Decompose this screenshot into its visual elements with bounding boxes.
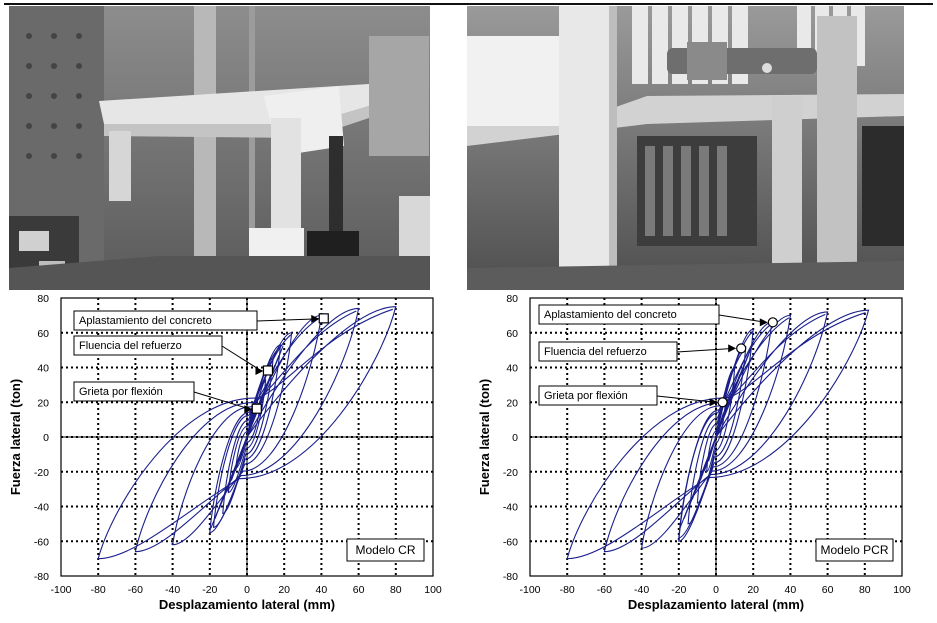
marker-square (318, 313, 329, 324)
x-axis-title: Desplazamiento lateral (mm) (159, 597, 335, 612)
annotation-leader (676, 347, 735, 353)
photo-left (9, 6, 430, 290)
x-axis-title: Desplazamiento lateral (mm) (628, 597, 804, 612)
x-tick-label: 20 (278, 584, 290, 596)
hysteresis-chart-left: -100 -80 -60 -40 -20 0 20 40 60 80 100 80 60 40 20 0 -20… (0, 290, 468, 623)
annotation-label: Fluencia del refuerzo (79, 340, 182, 352)
x-tick-label: -80 (560, 584, 575, 596)
x-tick-label: -40 (634, 584, 649, 596)
x-tick-label: -40 (165, 584, 180, 596)
marker-circle (767, 317, 778, 328)
model-label: Modelo PCR (820, 543, 888, 557)
y-tick-label: 80 (506, 293, 518, 305)
top-rule (4, 3, 933, 5)
marker-square (262, 365, 274, 376)
x-tick-label: 40 (785, 584, 797, 596)
annotation-box (538, 304, 720, 325)
x-tick-label: -20 (202, 584, 217, 596)
annotation-label: Aplastamiento del concreto (79, 315, 212, 327)
annotation-leader (256, 318, 318, 322)
y-tick-label: -80 (503, 571, 518, 583)
annotation-box (73, 381, 195, 402)
annotation-label: Grieta por flexión (544, 390, 628, 402)
x-tick-label: 40 (316, 584, 328, 596)
hysteresis-loop (134, 307, 360, 553)
y-tick-label: 40 (37, 363, 49, 375)
y-tick-label: 60 (506, 328, 518, 340)
x-tick-label: -60 (128, 584, 143, 596)
annotation-box (73, 335, 223, 356)
y-tick-label: -20 (503, 467, 518, 479)
hysteresis-loop (209, 332, 293, 534)
model-label-box (815, 538, 894, 562)
x-tick-label: 80 (390, 584, 402, 596)
x-tick-label: 80 (859, 584, 871, 596)
annotation-box (538, 385, 658, 406)
hysteresis-cycle (679, 345, 753, 529)
hysteresis-loop (678, 321, 773, 542)
x-tick-label: 0 (713, 584, 719, 596)
y-tick-label: 20 (37, 397, 49, 409)
y-tick-label: -80 (34, 571, 49, 583)
annotation-leader (718, 314, 766, 323)
x-tick-label: 100 (893, 584, 911, 596)
y-axis-title: Fuerza lateral (ton) (8, 379, 23, 495)
annotation-leader (193, 391, 251, 410)
x-tick-label: -20 (671, 584, 686, 596)
hysteresis-chart-right: -100 -80 -60 -40 -20 0 20 40 60 80 100 80 60 40 20 0 -20… (469, 290, 937, 623)
marker-square (251, 403, 262, 414)
annotation-arrowhead (709, 398, 718, 407)
x-tick-label: 60 (353, 584, 365, 596)
annotation-arrowhead (311, 314, 320, 323)
model-label: Modelo CR (355, 543, 415, 557)
y-tick-label: 20 (506, 397, 518, 409)
x-tick-label: 0 (244, 584, 250, 596)
annotation-arrowhead (759, 318, 768, 327)
y-tick-label: 0 (43, 432, 49, 444)
marker-circle (736, 343, 747, 354)
x-tick-label: -100 (50, 584, 71, 596)
hysteresis-loop (97, 306, 397, 560)
marker-circle (717, 397, 728, 408)
annotation-arrowhead (728, 344, 737, 353)
y-tick-label: 40 (506, 363, 518, 375)
hysteresis-loop (566, 309, 870, 560)
x-tick-label: 60 (822, 584, 834, 596)
y-tick-label: -60 (503, 536, 518, 548)
annotation-label: Fluencia del refuerzo (544, 346, 647, 358)
hysteresis-loop (678, 328, 754, 539)
hysteresis-cycle (210, 345, 284, 529)
annotation-arrowhead (244, 405, 253, 414)
photo-right (467, 6, 904, 290)
x-tick-label: -80 (91, 584, 106, 596)
x-tick-label: -60 (597, 584, 612, 596)
y-axis-title: Fuerza lateral (ton) (477, 379, 492, 495)
y-tick-label: 80 (37, 293, 49, 305)
y-tick-label: -40 (34, 502, 49, 514)
y-tick-label: -20 (34, 467, 49, 479)
y-tick-label: -60 (34, 536, 49, 548)
y-tick-label: -40 (503, 502, 518, 514)
x-tick-label: -100 (519, 584, 540, 596)
annotation-arrowhead (255, 366, 264, 375)
annotation-leader (221, 345, 262, 372)
model-label-box (346, 538, 425, 562)
annotation-leader (656, 395, 716, 403)
annotation-label: Aplastamiento del concreto (544, 309, 677, 321)
x-tick-label: 20 (747, 584, 759, 596)
x-tick-label: 100 (424, 584, 442, 596)
y-tick-label: 0 (512, 432, 518, 444)
y-tick-label: 60 (37, 328, 49, 340)
annotation-label: Grieta por flexión (79, 386, 163, 398)
